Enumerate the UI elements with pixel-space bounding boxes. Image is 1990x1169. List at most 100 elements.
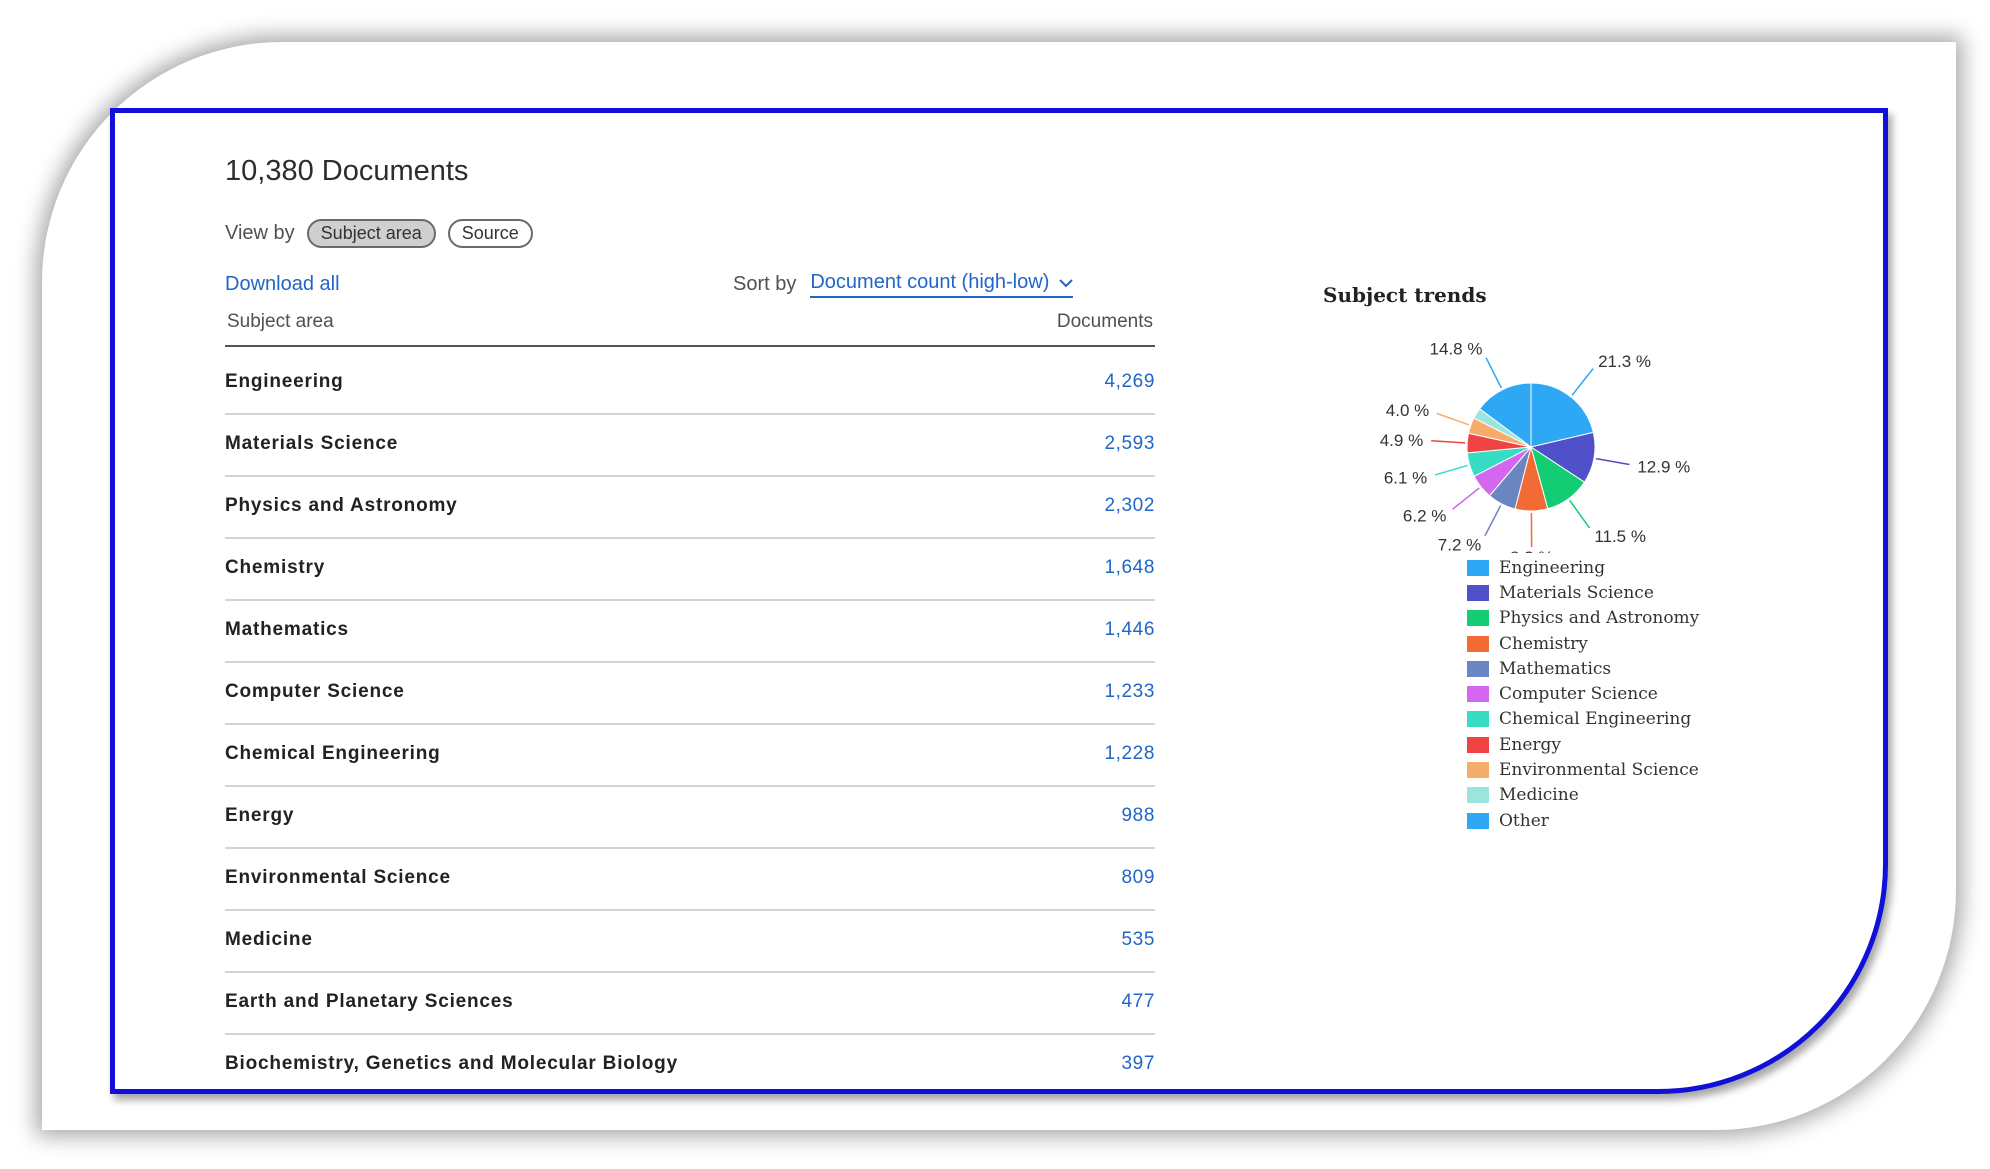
subject-name[interactable]: Materials Science — [225, 433, 399, 454]
table-row[interactable]: Chemical Engineering 1,228 — [225, 725, 1155, 787]
pie-percentage-label: 21.3 % — [1598, 352, 1651, 371]
legend-swatch — [1467, 660, 1489, 677]
page-title: 10,380 Documents — [225, 155, 469, 187]
document-count-link[interactable]: 988 — [1121, 805, 1155, 826]
table-row[interactable]: Environmental Science 809 — [225, 849, 1155, 911]
legend-swatch — [1467, 686, 1489, 703]
subject-name[interactable]: Medicine — [225, 929, 313, 950]
subject-name[interactable]: Environmental Science — [225, 867, 451, 888]
legend-label: Medicine — [1499, 785, 1579, 806]
document-count-link[interactable]: 477 — [1121, 991, 1155, 1012]
view-by-label: View by — [225, 221, 295, 244]
document-count-link[interactable]: 1,233 — [1104, 681, 1155, 702]
legend-item[interactable]: Computer Science — [1467, 681, 1699, 706]
pie-percentage-label: 6.2 % — [1403, 506, 1446, 525]
legend-item[interactable]: Mathematics — [1467, 656, 1699, 681]
documents-panel: 10,380 Documents View by Subject area So… — [110, 108, 1888, 1094]
legend-swatch — [1467, 787, 1489, 804]
pie-leader-line — [1431, 439, 1466, 444]
document-count-link[interactable]: 4,269 — [1104, 371, 1155, 392]
subject-area-column-header: Subject area — [227, 311, 334, 332]
legend-item[interactable]: Energy — [1467, 732, 1699, 757]
sort-dropdown[interactable]: Document count (high-low) — [810, 271, 1074, 298]
table-row[interactable]: Medicine 535 — [225, 911, 1155, 973]
legend-label: Engineering — [1499, 557, 1606, 578]
pie-leader-line — [1436, 412, 1470, 426]
table-row[interactable]: Biochemistry, Genetics and Molecular Bio… — [225, 1035, 1155, 1089]
document-count-link[interactable]: 1,648 — [1104, 557, 1155, 578]
legend-swatch — [1467, 635, 1489, 652]
table-row[interactable]: Engineering 4,269 — [225, 353, 1155, 415]
legend-swatch — [1467, 762, 1489, 779]
legend-label: Other — [1499, 810, 1549, 831]
chevron-down-icon — [1059, 278, 1074, 287]
view-subject-area-button[interactable]: Subject area — [306, 218, 436, 248]
legend-item[interactable]: Chemical Engineering — [1467, 707, 1699, 732]
legend-item[interactable]: Materials Science — [1467, 580, 1699, 605]
pie-percentage-label: 4.0 % — [1386, 401, 1429, 420]
subject-name[interactable]: Physics and Astronomy — [225, 495, 458, 516]
subject-name[interactable]: Energy — [225, 805, 295, 826]
pie-leader-line — [1484, 505, 1502, 537]
legend-label: Mathematics — [1499, 658, 1612, 679]
legend-label: Computer Science — [1499, 684, 1658, 705]
legend-label: Materials Science — [1499, 582, 1654, 603]
pie-percentage-label: 11.5 % — [1594, 527, 1646, 546]
legend-swatch — [1467, 584, 1489, 601]
legend-swatch — [1467, 736, 1489, 753]
document-count-link[interactable]: 2,302 — [1104, 495, 1155, 516]
legend-label: Chemical Engineering — [1499, 709, 1692, 730]
table-row[interactable]: Materials Science 2,593 — [225, 415, 1155, 477]
chart-title: Subject trends — [1323, 283, 1487, 307]
subject-name[interactable]: Biochemistry, Genetics and Molecular Bio… — [225, 1053, 678, 1074]
legend-item[interactable]: Medicine — [1467, 783, 1699, 808]
download-all-link[interactable]: Download all — [225, 273, 340, 295]
legend-item[interactable]: Chemistry — [1467, 631, 1699, 656]
legend-item[interactable]: Engineering — [1467, 555, 1699, 580]
pie-percentage-label: 14.8 % — [1430, 340, 1483, 359]
pie-leader-line — [1434, 464, 1468, 476]
subject-name[interactable]: Engineering — [225, 371, 344, 392]
table-row[interactable]: Energy 988 — [225, 787, 1155, 849]
sort-label: Sort by — [733, 273, 797, 295]
legend-swatch — [1467, 711, 1489, 728]
pie-percentage-label: 6.1 % — [1384, 469, 1427, 488]
pie-leader-line — [1571, 368, 1594, 396]
legend-label: Physics and Astronomy — [1499, 608, 1700, 629]
subject-name[interactable]: Chemical Engineering — [225, 743, 441, 764]
document-count-link[interactable]: 1,446 — [1104, 619, 1155, 640]
legend-swatch — [1467, 610, 1489, 627]
table-row[interactable]: Earth and Planetary Sciences 477 — [225, 973, 1155, 1035]
subject-name[interactable]: Computer Science — [225, 681, 405, 702]
legend-item[interactable]: Physics and Astronomy — [1467, 606, 1699, 631]
pie-percentage-label: 12.9 % — [1637, 457, 1690, 476]
table-row[interactable]: Mathematics 1,446 — [225, 601, 1155, 663]
legend-item[interactable]: Other — [1467, 808, 1699, 833]
pie-slice[interactable] — [1478, 382, 1532, 448]
table-row[interactable]: Computer Science 1,233 — [225, 663, 1155, 725]
chart-legend: Engineering Materials Science Physics and … — [1467, 555, 1699, 833]
legend-label: Chemistry — [1499, 633, 1588, 654]
pie-leader-line — [1569, 500, 1591, 529]
pie-leader-line — [1485, 357, 1503, 389]
legend-label: Energy — [1499, 734, 1562, 755]
pie-percentage-label: 7.2 % — [1438, 536, 1481, 553]
subject-name[interactable]: Chemistry — [225, 557, 326, 578]
table-row[interactable]: Chemistry 1,648 — [225, 539, 1155, 601]
table-header: Subject area Documents — [225, 307, 1155, 347]
legend-item[interactable]: Environmental Science — [1467, 757, 1699, 782]
table-row[interactable]: Physics and Astronomy 2,302 — [225, 477, 1155, 539]
document-count-link[interactable]: 809 — [1121, 867, 1155, 888]
document-count-link[interactable]: 535 — [1121, 929, 1155, 950]
document-count-link[interactable]: 2,593 — [1104, 433, 1155, 454]
document-count-link[interactable]: 397 — [1121, 1053, 1155, 1074]
subject-name[interactable]: Earth and Planetary Sciences — [225, 991, 514, 1012]
subject-name[interactable]: Mathematics — [225, 619, 349, 640]
pie-percentage-label: 8.2 % — [1510, 548, 1553, 553]
pie-slice[interactable] — [1530, 382, 1594, 448]
documents-column-header: Documents — [1056, 311, 1153, 332]
document-count-link[interactable]: 1,228 — [1104, 743, 1155, 764]
view-source-button[interactable]: Source — [447, 218, 533, 248]
sort-row: Sort by Document count (high-low) — [733, 271, 1173, 298]
pie-leader-line — [1595, 457, 1630, 466]
